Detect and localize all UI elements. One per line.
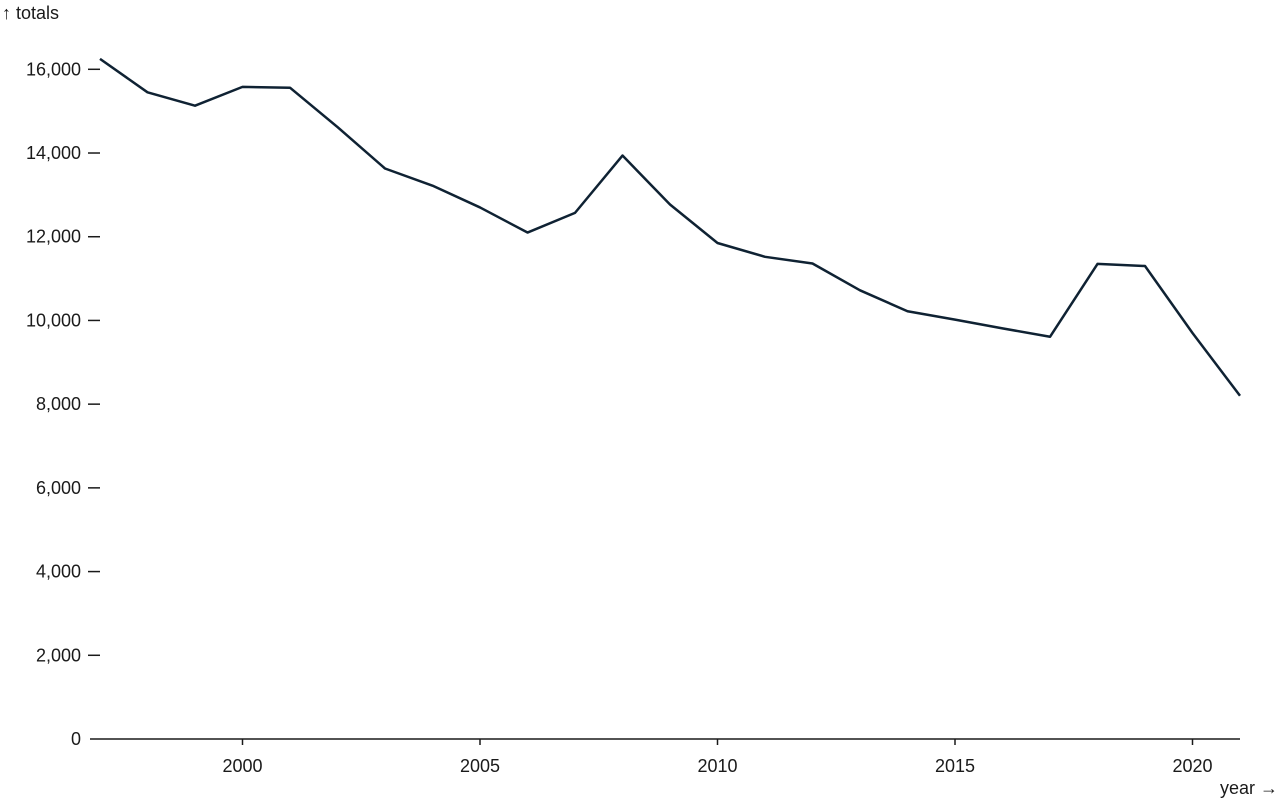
y-tick-label: 8,000: [36, 394, 81, 414]
y-tick-label: 12,000: [26, 227, 81, 247]
y-tick-label: 6,000: [36, 478, 81, 498]
y-tick-label: 0: [71, 729, 81, 749]
y-axis: 0 2,000 4,000 6,000 8,000 10,000 12,000 14,000 1…: [26, 59, 100, 749]
y-tick-label: 14,000: [26, 143, 81, 163]
x-tick-label: 2015: [935, 756, 975, 776]
x-tick-label: 2010: [697, 756, 737, 776]
x-tick-label: 2005: [460, 756, 500, 776]
y-tick-label: 16,000: [26, 59, 81, 79]
y-tick-label: 10,000: [26, 310, 81, 330]
y-tick-label: 4,000: [36, 562, 81, 582]
x-tick-label: 2000: [222, 756, 262, 776]
x-tick-label: 2020: [1172, 756, 1212, 776]
series-line: [99, 57, 1241, 397]
y-axis-title: ↑ totals: [2, 3, 59, 23]
x-axis-title: year →: [1220, 778, 1278, 798]
x-axis: 2000 2005 2010 2015 2020: [222, 739, 1213, 776]
y-tick-label: 2,000: [36, 645, 81, 665]
